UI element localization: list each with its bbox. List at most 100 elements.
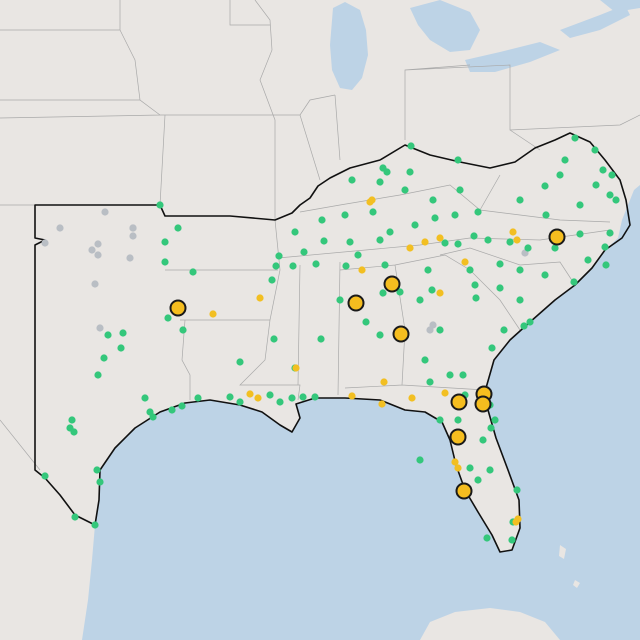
green-marker <box>369 208 377 216</box>
bahamas <box>559 545 580 588</box>
green-marker <box>168 406 176 414</box>
yellow-marker <box>513 236 521 244</box>
green-marker <box>291 228 299 236</box>
green-marker <box>474 476 482 484</box>
green-marker <box>312 260 320 268</box>
green-marker <box>341 211 349 219</box>
green-marker <box>416 296 424 304</box>
gray-marker <box>91 280 99 288</box>
green-marker <box>556 171 564 179</box>
yellow-marker <box>368 196 376 204</box>
yellow-marker <box>421 238 429 246</box>
green-marker <box>141 394 149 402</box>
green-marker <box>429 196 437 204</box>
yellow-marker <box>358 266 366 274</box>
green-marker <box>411 221 419 229</box>
large-marker <box>474 395 492 413</box>
green-marker <box>94 371 102 379</box>
green-marker <box>275 252 283 260</box>
great-lakes-east <box>410 0 640 72</box>
green-marker <box>70 428 78 436</box>
green-marker <box>272 262 280 270</box>
green-marker <box>100 354 108 362</box>
gray-marker <box>94 251 102 259</box>
green-marker <box>311 393 319 401</box>
green-marker <box>156 201 164 209</box>
green-marker <box>386 228 394 236</box>
green-marker <box>320 237 328 245</box>
green-marker <box>288 394 296 402</box>
green-marker <box>466 464 474 472</box>
large-marker <box>548 228 566 246</box>
green-marker <box>487 424 495 432</box>
yellow-marker <box>380 378 388 386</box>
green-marker <box>506 238 514 246</box>
green-marker <box>348 176 356 184</box>
green-marker <box>299 393 307 401</box>
green-marker <box>541 271 549 279</box>
green-marker <box>459 371 467 379</box>
green-marker <box>496 260 504 268</box>
gray-marker <box>94 240 102 248</box>
green-marker <box>426 378 434 386</box>
lake-michigan <box>330 2 368 90</box>
green-marker <box>424 266 432 274</box>
green-marker <box>421 356 429 364</box>
green-marker <box>584 256 592 264</box>
green-marker <box>362 318 370 326</box>
green-marker <box>117 344 125 352</box>
green-marker <box>189 268 197 276</box>
green-marker <box>379 289 387 297</box>
large-marker <box>392 325 410 343</box>
green-marker <box>354 251 362 259</box>
yellow-marker <box>256 294 264 302</box>
green-marker <box>93 466 101 474</box>
green-marker <box>428 286 436 294</box>
green-marker <box>383 168 391 176</box>
green-marker <box>119 329 127 337</box>
green-marker <box>346 238 354 246</box>
green-marker <box>561 156 569 164</box>
green-marker <box>164 314 172 322</box>
gray-marker <box>88 246 96 254</box>
green-marker <box>524 244 532 252</box>
green-marker <box>500 326 508 334</box>
green-marker <box>174 224 182 232</box>
green-marker <box>599 166 607 174</box>
green-marker <box>513 486 521 494</box>
green-marker <box>542 211 550 219</box>
green-marker <box>570 278 578 286</box>
green-marker <box>300 248 308 256</box>
state-borders <box>0 0 640 471</box>
green-marker <box>68 416 76 424</box>
green-marker <box>381 261 389 269</box>
yellow-marker <box>436 289 444 297</box>
green-marker <box>336 296 344 304</box>
green-marker <box>606 191 614 199</box>
green-marker <box>551 244 559 252</box>
yellow-marker <box>408 394 416 402</box>
green-marker <box>266 391 274 399</box>
green-marker <box>431 214 439 222</box>
green-marker <box>601 243 609 251</box>
green-marker <box>592 181 600 189</box>
green-marker <box>318 216 326 224</box>
cuba <box>420 608 560 640</box>
green-marker <box>179 326 187 334</box>
green-marker <box>407 142 415 150</box>
yellow-marker <box>246 390 254 398</box>
green-marker <box>178 402 186 410</box>
green-marker <box>526 318 534 326</box>
green-marker <box>41 472 49 480</box>
green-marker <box>317 335 325 343</box>
gray-marker <box>126 254 134 262</box>
gray-marker <box>426 326 434 334</box>
green-marker <box>270 335 278 343</box>
green-marker <box>91 521 99 529</box>
yellow-marker <box>378 400 386 408</box>
green-marker <box>454 416 462 424</box>
green-marker <box>451 211 459 219</box>
green-marker <box>289 262 297 270</box>
markers <box>41 134 620 544</box>
